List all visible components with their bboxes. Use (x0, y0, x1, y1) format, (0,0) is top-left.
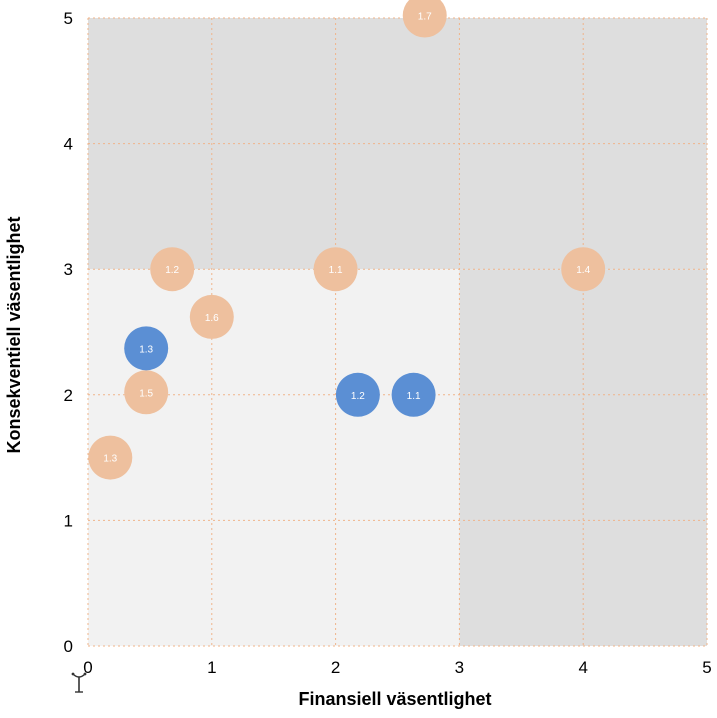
bubble-label: 1.3 (103, 454, 117, 465)
bubble-label: 1.2 (165, 265, 179, 276)
bubble-circle (150, 247, 195, 292)
bubble-0-0: 1.7 (402, 0, 447, 38)
x-tick-label: 5 (702, 658, 711, 677)
bubble-circle (391, 372, 436, 417)
x-tick-label: 3 (455, 658, 464, 677)
bubble-circle (402, 0, 447, 38)
x-tick-label: 2 (331, 658, 340, 677)
bubble-0-2: 1.1 (313, 247, 358, 292)
bubble-circle (313, 247, 358, 292)
y-tick-label: 1 (64, 511, 73, 530)
bubble-0-5: 1.5 (124, 370, 169, 415)
bubble-0-6: 1.3 (88, 435, 133, 480)
x-tick-label: 4 (578, 658, 587, 677)
bubble-label: 1.1 (329, 265, 343, 276)
bubble-label: 1.4 (576, 265, 590, 276)
bubble-circle (88, 435, 133, 480)
chart-regions (88, 18, 707, 646)
y-axis-title: Konsekventiell väsentlighet (4, 216, 24, 453)
bubble-0-4: 1.6 (189, 294, 234, 339)
bubble-label: 1.7 (418, 11, 432, 22)
x-tick-label: 0 (83, 658, 92, 677)
x-tick-label: 1 (207, 658, 216, 677)
y-tick-label: 4 (64, 135, 73, 154)
bubble-1-0: 1.3 (124, 326, 169, 371)
bubble-label: 1.1 (407, 391, 421, 402)
y-axis-ticks: 0 1 2 3 4 5 (64, 9, 73, 656)
bubble-label: 1.2 (351, 391, 365, 402)
y-tick-label: 2 (64, 386, 73, 405)
y-tick-label: 5 (64, 9, 73, 28)
x-axis-ticks: 0 1 2 3 4 5 (83, 658, 711, 677)
bubble-circle (124, 370, 169, 415)
bubble-1-1: 1.2 (335, 372, 380, 417)
bubble-circle (335, 372, 380, 417)
x-axis-title: Finansiell väsentlighet (298, 689, 491, 709)
bubble-circle (124, 326, 169, 371)
bubble-circle (189, 294, 234, 339)
y-tick-label: 0 (64, 637, 73, 656)
y-tick-label: 3 (64, 260, 73, 279)
pin-icon (71, 672, 87, 693)
bubble-circle (561, 247, 606, 292)
bubble-1-2: 1.1 (391, 372, 436, 417)
bubble-0-3: 1.4 (561, 247, 606, 292)
bubble-label: 1.6 (205, 313, 219, 324)
bubble-0-1: 1.2 (150, 247, 195, 292)
region-2 (88, 269, 460, 646)
chart-points: 1.7 1.2 1.1 1.4 1.6 1.5 1.3 1.3 1.2 1.1 (88, 0, 606, 480)
bubble-label: 1.3 (139, 344, 153, 355)
bubble-label: 1.5 (139, 388, 153, 399)
